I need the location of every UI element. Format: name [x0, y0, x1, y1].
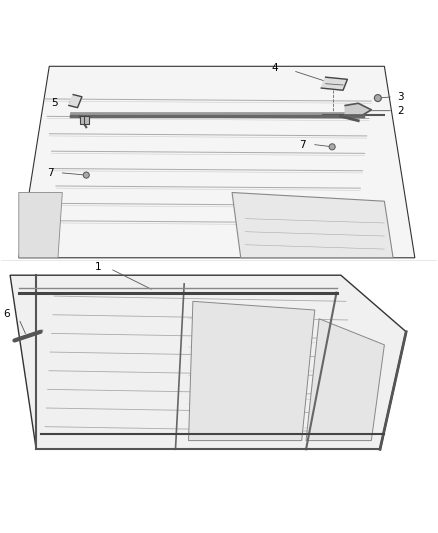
Circle shape: [374, 94, 381, 102]
Polygon shape: [69, 94, 82, 108]
Circle shape: [83, 172, 89, 178]
Text: 6: 6: [4, 309, 10, 319]
Circle shape: [329, 144, 335, 150]
Polygon shape: [10, 275, 406, 449]
Text: 5: 5: [51, 98, 58, 108]
Polygon shape: [188, 301, 315, 441]
Polygon shape: [19, 192, 62, 258]
Bar: [84, 116, 89, 124]
Text: 7: 7: [47, 168, 53, 178]
Polygon shape: [306, 319, 385, 441]
Polygon shape: [321, 77, 347, 90]
Polygon shape: [345, 103, 371, 115]
Bar: [80, 116, 85, 124]
Polygon shape: [19, 66, 415, 258]
Text: 4: 4: [271, 63, 278, 74]
Text: 7: 7: [300, 140, 306, 150]
Text: 1: 1: [95, 262, 102, 271]
Polygon shape: [232, 192, 393, 258]
Text: 3: 3: [397, 92, 404, 102]
Text: 2: 2: [397, 106, 404, 116]
